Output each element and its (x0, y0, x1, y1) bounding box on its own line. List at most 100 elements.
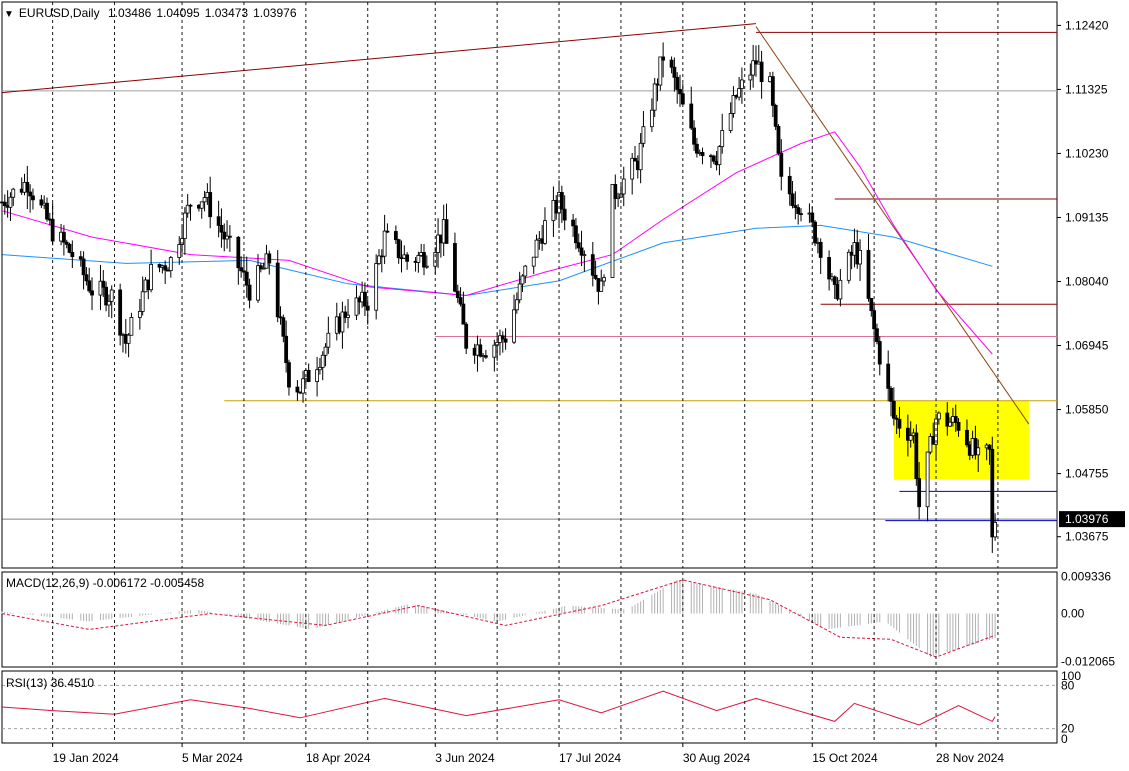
candle (827, 250, 832, 291)
candle (267, 250, 272, 275)
current-price-tag-label: 1.03976 (1065, 512, 1109, 526)
candle-body-bull (301, 378, 305, 394)
candle (976, 439, 981, 472)
candle (905, 414, 910, 457)
candle-body-bear (188, 204, 193, 207)
candle-body-bear (267, 253, 272, 264)
rsi-line (1, 690, 996, 726)
candle-body-bull (582, 254, 587, 257)
candle (638, 133, 643, 184)
candle-body-bear (78, 256, 83, 260)
candle-body-bear (675, 76, 680, 90)
candle (393, 225, 398, 245)
candle (278, 306, 283, 325)
candle (779, 139, 784, 191)
candle (661, 42, 666, 78)
candle (500, 331, 505, 353)
candle-body-bear (87, 280, 92, 292)
candle (422, 243, 426, 276)
candle-body-bear (773, 104, 778, 127)
candle (81, 251, 86, 290)
candle (838, 269, 843, 307)
candle-body-bear (700, 152, 705, 157)
candle-body-bull (318, 366, 322, 371)
candle (917, 462, 922, 520)
candle (385, 223, 390, 233)
candle-body-bear (222, 231, 227, 240)
candle-body-bear (500, 335, 505, 340)
candle (498, 329, 502, 356)
candle-body-bull (751, 60, 756, 76)
candle (858, 239, 862, 281)
candle-body-bear (818, 241, 823, 258)
candle-body-bull (748, 74, 753, 81)
candle (675, 72, 680, 104)
candle (720, 113, 725, 154)
candle (478, 338, 483, 358)
candle (11, 187, 16, 206)
candle (129, 312, 134, 336)
candle-body-bull (182, 212, 187, 239)
candle (424, 255, 429, 269)
candle (965, 419, 969, 448)
candle (559, 185, 564, 224)
candle (953, 404, 958, 432)
candles (0, 42, 998, 553)
candle-body-bear (799, 213, 803, 215)
rsi-tick-label: 20 (1061, 722, 1075, 736)
candle-body-bull (717, 146, 722, 166)
candle-body-bull (858, 249, 862, 265)
candle-body-bear (787, 175, 792, 195)
candle (751, 44, 756, 88)
candle (948, 417, 952, 427)
candle-body-bull (354, 297, 359, 316)
x-tick-label: 3 Jun 2024 (435, 751, 495, 765)
candle-body-bull (137, 311, 142, 318)
candle-body-bull (520, 275, 525, 285)
candle (239, 256, 244, 278)
x-tick-label: 28 Nov 2024 (936, 751, 1004, 765)
candle-body-bear (28, 191, 33, 197)
candle-body-bear (776, 125, 781, 154)
candle-body-bear (889, 387, 893, 402)
candle (512, 294, 516, 345)
candle (377, 249, 381, 266)
candle (202, 190, 207, 212)
candle (323, 343, 328, 367)
candle (84, 267, 89, 286)
candle (773, 103, 778, 131)
candle (641, 111, 646, 148)
candle-body-bull (523, 265, 528, 277)
candle-body-bear (973, 438, 978, 456)
candle-body-bear (869, 298, 874, 312)
candle-body-bull (512, 309, 516, 343)
candle (813, 220, 817, 247)
dropdown-triangle-icon[interactable]: ▼ (4, 9, 14, 20)
candle (453, 232, 457, 293)
candle (832, 275, 837, 299)
candle (973, 425, 978, 460)
candle-body-bear (227, 235, 232, 238)
candle-body-bear (61, 231, 66, 243)
candle (790, 181, 795, 209)
candle-body-bear (216, 216, 221, 226)
candle-body-bull (925, 451, 930, 508)
candle-body-bear (661, 56, 666, 61)
candle-body-bull (534, 239, 539, 258)
candle (492, 339, 497, 372)
current-price-tag (1059, 511, 1125, 528)
candle (70, 240, 75, 268)
x-tick-label: 15 Oct 2024 (812, 751, 878, 765)
rsi-tick-label: 0 (1061, 732, 1068, 746)
candle (227, 225, 232, 252)
candle-body-bear (953, 416, 958, 423)
candle (990, 436, 995, 553)
candle (945, 402, 950, 436)
candle (866, 234, 871, 302)
candle (759, 50, 764, 99)
price-tick-label: 1.04755 (1065, 467, 1109, 481)
trendline (755, 26, 1030, 425)
candle (137, 298, 142, 330)
candle (416, 251, 421, 273)
candle-body-bear (236, 236, 241, 269)
